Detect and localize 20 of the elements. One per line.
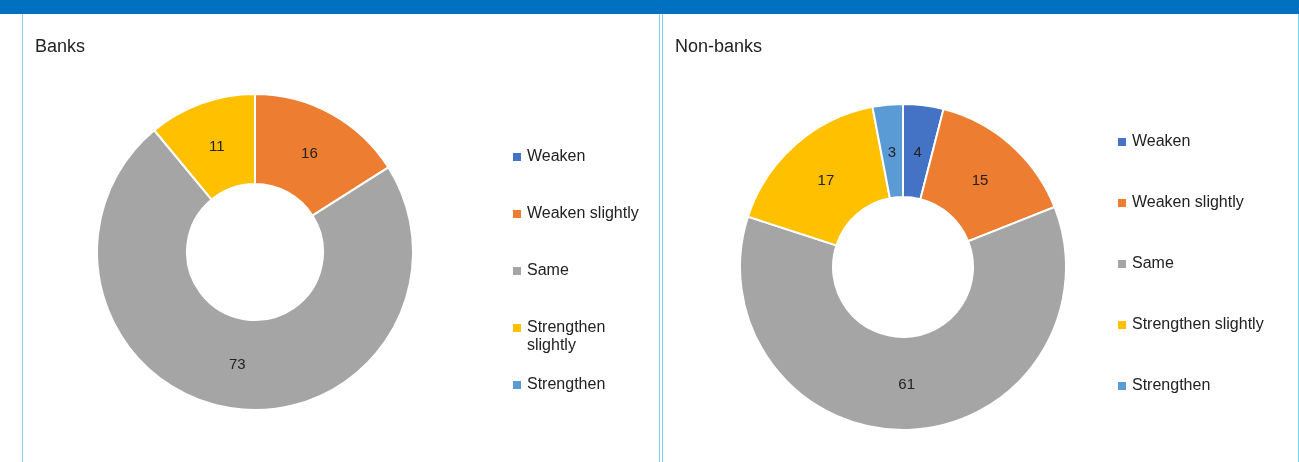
data-label: 4	[913, 142, 922, 160]
legend-label: Same	[1132, 254, 1174, 272]
legend-label: Weaken	[1132, 132, 1191, 150]
legend-label: Weaken slightly	[527, 204, 639, 222]
data-label: 15	[971, 171, 989, 189]
legend-label: Weaken slightly	[1132, 193, 1244, 211]
legend-label: Strengthen	[527, 375, 606, 393]
data-label: 16	[301, 144, 318, 162]
chart-title: Banks	[35, 36, 86, 57]
legend-label: Strengthen slightly	[1132, 315, 1264, 333]
legend-label: Same	[527, 261, 569, 279]
data-label: 3	[887, 142, 897, 160]
data-label: 73	[228, 355, 246, 373]
legend-label: Weaken	[527, 147, 586, 165]
data-label: 61	[898, 374, 915, 392]
data-label: 17	[817, 171, 835, 189]
chart-title: Non-banks	[675, 36, 763, 57]
legend-label: Strengthen slightly	[527, 318, 607, 354]
legend-label: Strengthen	[1132, 376, 1211, 394]
data-label: 11	[208, 137, 225, 155]
